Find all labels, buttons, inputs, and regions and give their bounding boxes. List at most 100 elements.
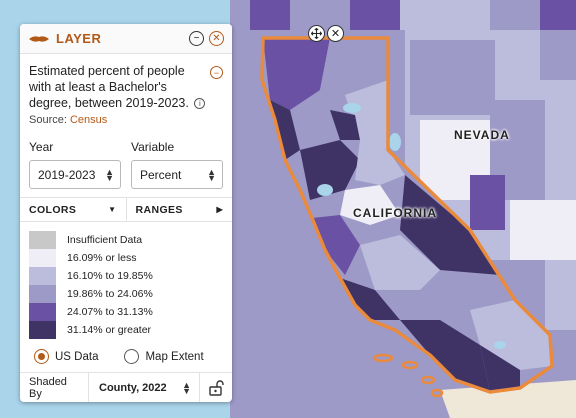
island [401,360,419,370]
updown-icon: ▲ ▼ [105,166,114,183]
tab-ranges[interactable]: RANGES ▶ [125,198,233,221]
data-scope-radios: US Data Map Extent [20,339,232,364]
move-selection-button[interactable] [308,25,325,42]
tab-ranges-label: RANGES [135,203,183,216]
panel-footer: Shaded By County, 2022 ▲ ▼ [20,372,232,402]
county[interactable] [490,0,540,30]
shaded-by-select[interactable]: County, 2022 ▲ ▼ [89,373,200,402]
layer-description: Estimated percent of people with at leas… [20,54,232,111]
county[interactable] [410,40,495,115]
county[interactable] [400,320,490,392]
chevron-down-icon: ▼ [108,205,117,214]
year-label: Year [29,140,54,154]
legend-row: 16.09% or less [29,249,223,267]
legend-swatch [29,231,56,249]
legend-swatch [29,303,56,321]
panel-title: LAYER [56,31,102,46]
close-icon: ✕ [330,28,341,40]
legend-swatch [29,321,56,339]
legend-label: 16.09% or less [67,252,137,264]
lake [389,133,401,151]
legend-row: 24.07% to 31.13% [29,303,223,321]
updown-icon: ▲ ▼ [182,379,191,396]
county[interactable] [263,38,330,110]
county[interactable] [345,80,388,150]
map-label-nevada: NEVADA [454,128,510,142]
mexico-land [440,380,576,418]
lock-toggle-button[interactable] [200,379,232,396]
county[interactable] [545,90,576,170]
legend-swatch [29,249,56,267]
county[interactable] [420,275,515,320]
radio-us-data-label: US Data [55,350,99,363]
county[interactable] [360,235,440,290]
collapse-description-button[interactable]: − [210,66,223,79]
close-panel-button[interactable]: ✕ [209,31,224,46]
county[interactable] [495,35,540,95]
county[interactable] [480,345,520,392]
legend-row: 19.86% to 24.06% [29,285,223,303]
source-link[interactable]: Census [69,114,108,126]
legend-row: Insufficient Data [29,231,223,249]
radio-button[interactable] [124,349,140,364]
year-group: Year 2019-2023 ▲ ▼ [29,140,121,189]
minimize-panel-button[interactable]: − [189,31,204,46]
variable-label: Variable [131,140,175,154]
info-icon[interactable]: i [194,98,206,110]
legend: Insufficient Data 16.09% or less 16.10% to… [20,222,232,339]
variable-group: Variable Percent ▲ ▼ [131,140,223,189]
source-label: Source: [29,114,67,126]
radio-button-selected[interactable] [34,349,49,364]
radio-map-extent-label: Map Extent [145,350,204,363]
layer-logo-icon [29,35,49,42]
county[interactable] [470,175,505,230]
year-value: 2019-2023 [38,167,96,182]
county[interactable] [355,140,405,185]
legend-row: 31.14% or greater [29,321,223,339]
layer-description-text: Estimated percent of people with at leas… [29,64,189,110]
variable-select[interactable]: Percent ▲ ▼ [131,160,223,189]
legend-label: 16.10% to 19.85% [67,270,153,282]
county[interactable] [270,100,300,160]
shaded-by-label: Shaded By [20,373,89,402]
legend-label: 24.07% to 31.13% [67,306,153,318]
island [430,388,444,398]
california-selection-outline [260,36,554,394]
legend-label: 31.14% or greater [67,324,152,336]
county[interactable] [510,200,576,260]
radio-map-extent[interactable]: Map Extent [124,349,204,364]
legend-label: Insufficient Data [67,234,143,246]
layer-panel: LAYER − ✕ Estimated percent of people wi… [20,24,232,402]
updown-icon: ▲ ▼ [207,166,216,183]
radio-us-data[interactable]: US Data [34,349,98,364]
legend-row: 16.10% to 19.85% [29,267,223,285]
county[interactable] [340,278,400,320]
legend-swatch [29,267,56,285]
county[interactable] [400,175,500,275]
tab-colors[interactable]: COLORS ▼ [20,198,126,221]
county[interactable] [340,185,400,225]
move-icon [311,28,322,39]
unlock-icon [209,379,224,396]
source-line: Source: Census [20,111,232,126]
legend-swatch [29,285,56,303]
tab-colors-label: COLORS [29,203,77,216]
lake [494,341,506,349]
county[interactable] [312,215,360,275]
close-selection-button[interactable]: ✕ [327,25,344,42]
county[interactable] [330,110,360,140]
island [372,353,394,363]
lake [317,184,333,196]
year-select[interactable]: 2019-2023 ▲ ▼ [29,160,121,189]
county[interactable] [320,38,388,95]
shaded-by-value: County, 2022 [99,381,167,394]
chevron-right-icon: ▶ [216,205,223,214]
legend-tabs: COLORS ▼ RANGES ▶ [20,197,232,222]
lake [343,103,361,113]
selectors: Year 2019-2023 ▲ ▼ Variable Percent ▲ ▼ [20,126,232,189]
county[interactable] [400,0,490,30]
county[interactable] [300,140,360,200]
panel-header: LAYER − ✕ [20,24,232,54]
